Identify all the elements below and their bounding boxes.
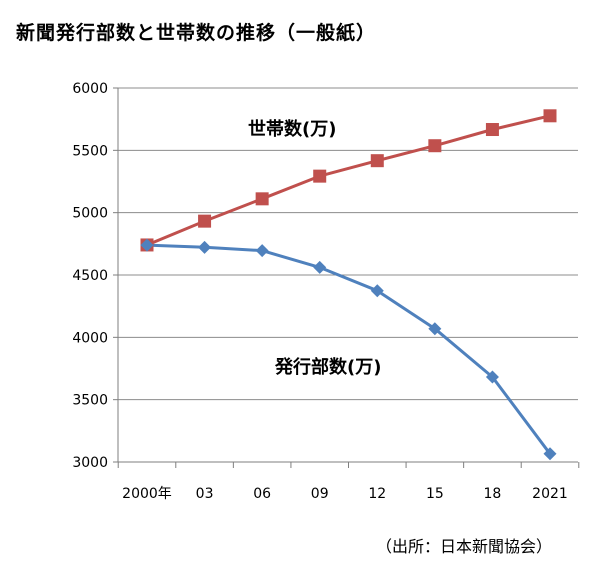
x-tick-label: 03 <box>196 486 214 502</box>
circulation-point <box>543 447 557 461</box>
circulation-point <box>313 260 327 274</box>
households-point <box>370 154 384 168</box>
circulation-point <box>255 244 269 258</box>
x-tick-label: 09 <box>311 486 329 502</box>
households-line <box>146 114 551 247</box>
y-tick-label: 5000 <box>72 206 108 222</box>
households-series-label: 世帯数(万) <box>248 118 336 140</box>
y-tick-label: 4000 <box>72 330 108 346</box>
households-point <box>485 123 499 137</box>
circulation-point <box>428 322 442 336</box>
source-note: （出所：日本新聞協会） <box>376 537 553 556</box>
circulation-point <box>140 238 154 252</box>
x-tick-label: 18 <box>484 486 502 502</box>
circulation-point <box>370 284 384 298</box>
households-point <box>255 192 269 206</box>
circulation-point <box>485 370 499 384</box>
circulation-line <box>146 243 552 455</box>
y-tick-label: 4500 <box>72 268 108 284</box>
x-tick-label: 2000年 <box>122 486 172 502</box>
households-point <box>313 169 327 183</box>
x-tick-label: 2021 <box>532 486 568 502</box>
circulation-series-label: 発行部数(万) <box>274 356 381 378</box>
y-tick-label: 5500 <box>72 143 108 159</box>
y-tick-label: 6000 <box>72 81 108 97</box>
chart-title: 新聞発行部数と世帯数の推移（一般紙） <box>16 22 377 44</box>
x-tick-label: 06 <box>253 486 271 502</box>
x-tick-label: 15 <box>426 486 444 502</box>
y-tick-label: 3000 <box>72 455 108 471</box>
households-point <box>543 109 557 123</box>
households-point <box>428 139 442 153</box>
circulation-point <box>198 240 212 254</box>
y-tick-label: 3500 <box>72 393 108 409</box>
x-tick-label: 12 <box>368 486 386 502</box>
households-point <box>198 214 212 228</box>
